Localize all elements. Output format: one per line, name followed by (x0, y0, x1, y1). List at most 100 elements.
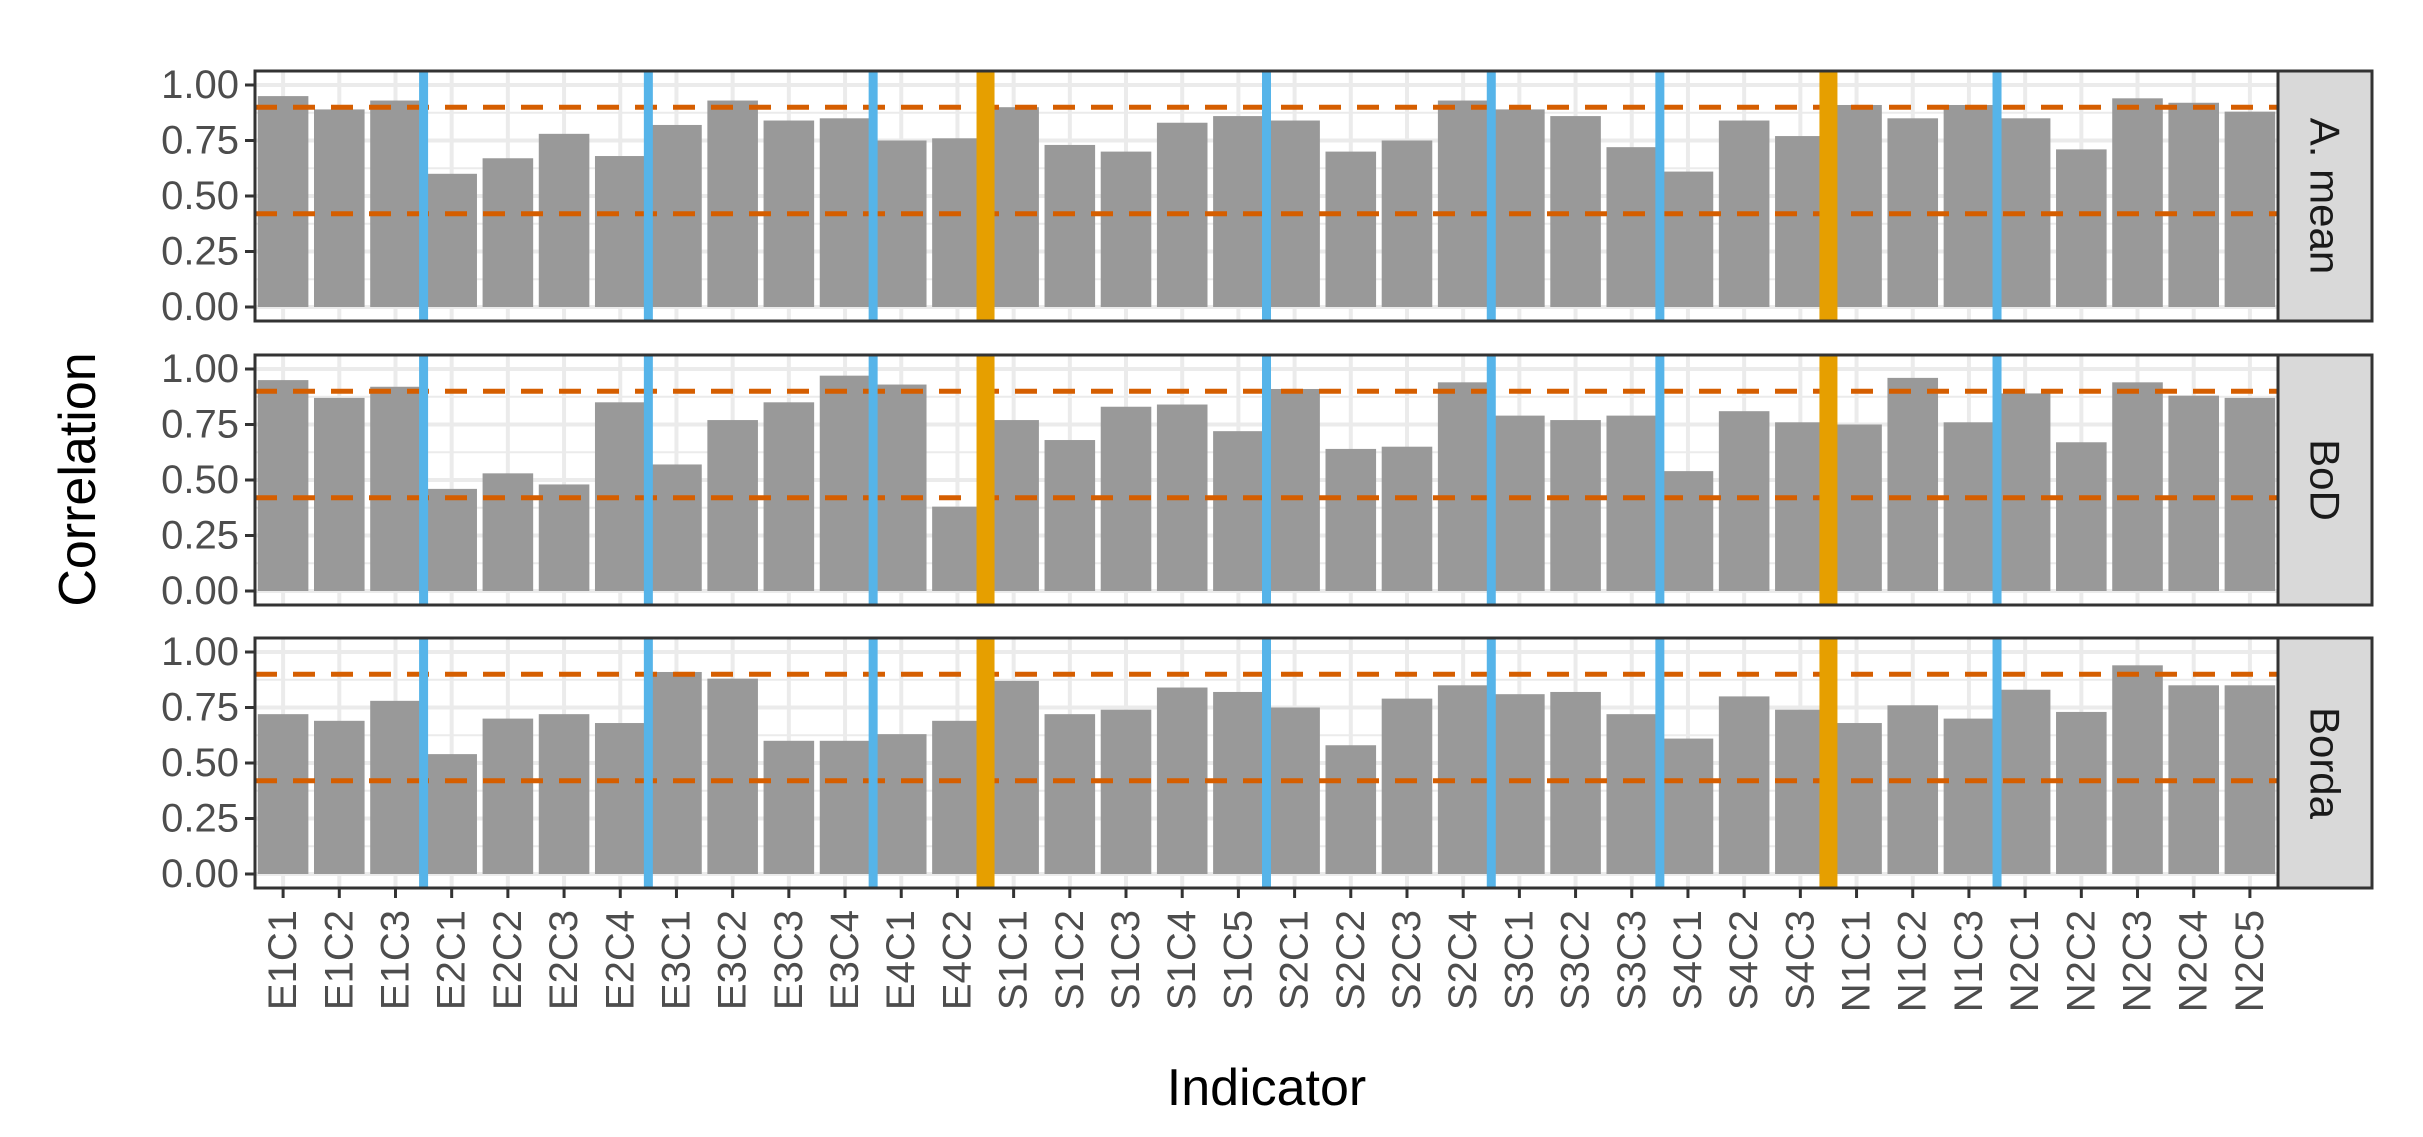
bar-e3c2 (707, 678, 758, 874)
bar-s2c2 (1325, 151, 1377, 307)
bar-s1c3 (1100, 151, 1152, 307)
y-tick-label: 0.25 (161, 230, 239, 274)
bar-e1c2 (314, 109, 365, 307)
bar-n1c1 (1831, 723, 1882, 874)
y-tick-label: 0.25 (161, 797, 239, 841)
x-tick-label-n1c2: N1C2 (1891, 910, 1935, 1012)
bar-s1c2 (1044, 440, 1096, 591)
x-tick-label-s1c1: S1C1 (992, 910, 1036, 1010)
bar-s4c1 (1662, 471, 1714, 591)
bar-n2c3 (2112, 98, 2163, 307)
bar-n2c4 (2168, 395, 2219, 591)
bar-s1c5 (1213, 431, 1264, 591)
bar-e1c1 (257, 96, 309, 307)
y-tick-label: 1.00 (161, 630, 239, 674)
bar-s3c3 (1606, 147, 1658, 307)
bar-s2c1 (1269, 707, 1320, 874)
y-tick-label: 0.00 (161, 852, 239, 896)
x-tick-label-s3c3: S3C3 (1610, 910, 1654, 1010)
x-tick-label-s1c4: S1C4 (1160, 910, 1204, 1010)
strip-background (2276, 69, 2374, 323)
bar-s2c3 (1381, 140, 1433, 307)
bar-s2c3 (1381, 698, 1433, 874)
y-axis-title: Correlation (49, 352, 107, 606)
x-tick-label-e2c1: E2C1 (430, 910, 474, 1010)
bar-e4c2 (932, 138, 983, 307)
bar-n2c5 (2224, 111, 2276, 307)
y-tick-label: 0.75 (161, 403, 239, 447)
y-tick-label: 0.00 (161, 285, 239, 329)
bar-e3c3 (763, 740, 815, 874)
bar-e2c2 (482, 718, 534, 874)
x-axis-title: Indicator (1167, 1059, 1366, 1117)
y-tick-label: 0.75 (161, 119, 239, 163)
bar-n2c2 (2056, 711, 2107, 874)
bar-e1c3 (370, 700, 421, 874)
bar-n2c2 (2056, 442, 2107, 591)
bar-s1c2 (1044, 714, 1096, 874)
x-tick-label-s2c2: S2C2 (1329, 910, 1373, 1010)
bar-n1c2 (1887, 377, 1939, 591)
x-tick-label-s1c3: S1C3 (1104, 910, 1148, 1010)
bar-n1c3 (1943, 104, 1995, 307)
bar-e2c2 (482, 473, 534, 591)
bar-s2c2 (1325, 745, 1377, 874)
x-tick-label-n2c5: N2C5 (2228, 910, 2272, 1012)
x-tick-label-n2c2: N2C2 (2059, 910, 2103, 1012)
x-tick-label-e4c2: E4C2 (935, 910, 979, 1010)
bar-e3c1 (651, 671, 702, 874)
x-tick-label-e1c3: E1C3 (373, 910, 417, 1010)
bar-s1c1 (988, 680, 1039, 874)
bar-e1c1 (257, 714, 309, 874)
x-tick-label-s4c1: S4C1 (1666, 910, 1710, 1010)
x-tick-label-n2c4: N2C4 (2172, 910, 2216, 1012)
bar-e4c1 (875, 384, 927, 591)
x-tick-label-e2c2: E2C2 (486, 910, 530, 1010)
bar-s1c1 (988, 107, 1039, 307)
x-tick-label-e2c4: E2C4 (598, 910, 642, 1010)
bar-e3c2 (707, 420, 758, 591)
panel-3: Borda 0.00 0.25 0.50 0.75 1.00 (161, 630, 2374, 896)
x-tick-label-s4c2: S4C2 (1722, 910, 1766, 1010)
bar-n2c2 (2056, 149, 2107, 307)
bar-n2c5 (2224, 397, 2276, 591)
bar-n1c1 (1831, 424, 1882, 591)
bar-n2c1 (1999, 393, 2051, 591)
y-tick-label: 0.25 (161, 514, 239, 558)
bar-e4c1 (875, 734, 927, 874)
strip-label: BoD (2302, 439, 2349, 521)
y-tick-label: 0.50 (161, 458, 239, 502)
bar-e2c4 (594, 156, 646, 307)
bar-n2c4 (2168, 102, 2219, 307)
y-tick-label: 1.00 (161, 63, 239, 107)
bar-n1c3 (1943, 718, 1995, 874)
bar-n1c1 (1831, 104, 1882, 307)
bar-n2c3 (2112, 665, 2163, 874)
bar-s4c3 (1775, 422, 1826, 591)
x-tick-label-e1c1: E1C1 (261, 910, 305, 1010)
strip-background (2276, 353, 2374, 607)
x-tick-label-n1c3: N1C3 (1947, 910, 1991, 1012)
bar-e1c2 (314, 397, 365, 591)
bar-s4c3 (1775, 709, 1826, 874)
panel-1: A. mean 0.00 0.25 0.50 0.75 1.00 (161, 63, 2374, 329)
x-tick-label-e2c3: E2C3 (542, 910, 586, 1010)
bar-e3c4 (819, 375, 871, 591)
strip-background (2276, 636, 2374, 890)
bar-s2c4 (1437, 100, 1489, 307)
panel-2: BoD 0.00 0.25 0.50 0.75 1.00 (161, 347, 2374, 613)
bar-e2c1 (426, 173, 477, 307)
x-tick-label-s1c5: S1C5 (1216, 910, 1260, 1010)
bar-s3c1 (1494, 415, 1545, 591)
bar-e1c1 (257, 380, 309, 591)
x-tick-label-n1c1: N1C1 (1835, 910, 1879, 1012)
x-tick-label-e3c2: E3C2 (711, 910, 755, 1010)
bar-n1c3 (1943, 422, 1995, 591)
bar-e4c2 (932, 506, 983, 591)
x-tick-label-e3c4: E3C4 (823, 910, 867, 1010)
y-tick-label: 0.75 (161, 686, 239, 730)
bar-n1c2 (1887, 705, 1939, 874)
bar-s4c1 (1662, 738, 1714, 874)
x-tick-label-n2c3: N2C3 (2116, 910, 2160, 1012)
